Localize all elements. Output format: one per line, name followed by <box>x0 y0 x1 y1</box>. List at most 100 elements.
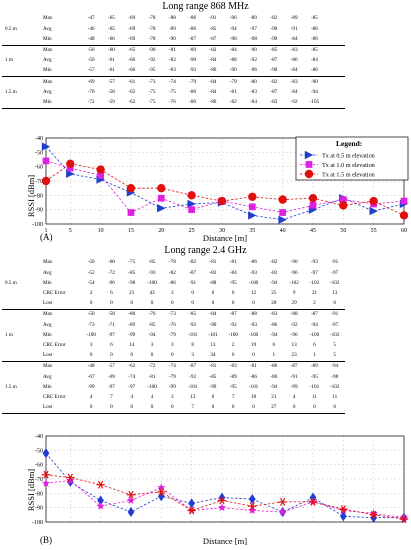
chart-a-plot: RSSI [dBm] Distance [m] (A) -40 -50 -60 -70… <box>26 136 409 243</box>
table-cell: -72 <box>81 97 102 109</box>
table-cell: -100 <box>248 279 259 286</box>
table-cell: -83 <box>209 269 217 276</box>
table-cell: -87 <box>202 34 224 46</box>
table-cell: -83 <box>290 78 298 85</box>
x-tick-label: 45 <box>310 228 316 234</box>
table-cell: -86 <box>202 65 224 78</box>
y-tick-label: -80 <box>35 491 43 497</box>
table-cell: -101 <box>208 331 218 338</box>
x-tick-label: 15 <box>128 228 134 234</box>
table-cell: -66 <box>128 57 136 64</box>
table-cell: 13 <box>291 341 297 348</box>
table-cell: 2 <box>89 290 93 297</box>
table-cell: -92 <box>250 57 257 64</box>
data-point <box>369 196 378 206</box>
data-point <box>42 448 50 459</box>
table-cell: -98 <box>223 34 244 46</box>
table-cell: -83 <box>270 311 278 318</box>
data-point <box>308 194 318 203</box>
row-label: Avg <box>43 373 52 380</box>
table-cell <box>324 97 345 109</box>
table-cell: -75 <box>128 259 136 266</box>
table-cell: -91 <box>189 279 197 286</box>
table-cell: 25 <box>271 290 277 297</box>
chart-grid <box>45 435 405 523</box>
table-row: CRC Error 2 6 21 43 3 0 0 0 12 25 9 21 13 <box>2 289 345 299</box>
table-cell: -87 <box>182 34 203 46</box>
table-cell: -96 <box>290 269 298 276</box>
table-cell: 0 <box>121 402 142 414</box>
table-cell <box>325 87 345 97</box>
table-cell: -81 <box>209 363 217 370</box>
table-cell: 0 <box>101 298 122 310</box>
table-cell: -86 <box>290 57 298 64</box>
table-cell: -92 <box>290 321 298 328</box>
table-cell: -102 <box>309 279 320 286</box>
chart-a-legend: Legend: Tx at 0.5 m elevation Tx at 1.0 m… <box>295 136 409 181</box>
table-cell: -69 <box>87 78 95 85</box>
y-tick-label: -70 <box>35 179 43 185</box>
table-cell: -98 <box>331 373 339 380</box>
data-point <box>248 211 257 220</box>
table-cell: -95 <box>141 65 163 78</box>
y-tick-label: -50 <box>35 150 43 156</box>
table-cell: 4 <box>89 393 93 400</box>
table-cell: -69 <box>107 373 115 380</box>
table-cell: -99 <box>168 383 176 390</box>
table-cell: -85 <box>310 15 318 22</box>
table-cell: -78 <box>148 15 156 22</box>
data-point <box>339 511 347 522</box>
data-point <box>126 490 136 499</box>
row-label: Min <box>43 97 81 109</box>
table-cell: -88 <box>229 57 237 64</box>
table-cell: -84 <box>209 57 217 64</box>
table-cell: 5 <box>333 341 336 348</box>
table-cell: -91 <box>209 15 217 22</box>
table-cell: 43 <box>149 290 155 297</box>
table-cell: -81 <box>209 259 217 266</box>
data-point <box>187 191 196 200</box>
group-label <box>2 77 43 88</box>
table-cell: -50 <box>87 311 95 318</box>
table-cell: -61 <box>107 57 115 64</box>
data-point <box>187 199 196 209</box>
legend-label: Tx at 1.5 m elevation <box>322 171 375 178</box>
table-cell: -62 <box>128 363 136 370</box>
table-cell: -83 <box>263 97 284 109</box>
data-point <box>127 209 135 216</box>
table-cell: -75 <box>168 88 176 95</box>
table-cell: -87 <box>310 311 318 318</box>
table-cell: -50 <box>87 259 95 266</box>
table-cell: -95 <box>310 373 318 380</box>
table-cell: -65 <box>107 25 115 32</box>
table-cell: -87 <box>270 88 278 95</box>
table-cell: -100 <box>248 331 259 338</box>
group-label <box>2 65 43 78</box>
table-cell: -85 <box>189 311 197 318</box>
chart-b-stats-table: Max -50 -60 -75 -85 -78 -82 -81 -81 -86 -82 -90 -93 -… <box>2 258 345 414</box>
data-point <box>157 491 165 502</box>
data-point <box>188 498 195 509</box>
table-cell: -73 <box>148 78 156 85</box>
table-cell: -97 <box>331 321 339 328</box>
table-cell: -71 <box>107 321 115 328</box>
table-row: 0.5 m Min -54 -96 -98 -100 -86 -91 -88 -95 -100 -94… <box>2 278 345 288</box>
table-cell: -100 <box>228 331 238 338</box>
table-cell: -84 <box>290 88 298 95</box>
table-cell: 5 <box>324 350 345 362</box>
table-cell: -102 <box>289 279 299 286</box>
group-label <box>2 97 43 109</box>
table-cell: -69 <box>121 34 142 46</box>
table-cell: -87 <box>189 363 197 370</box>
data-point <box>41 176 51 186</box>
y-tick-label: -50 <box>35 448 43 454</box>
table-cell: -79 <box>229 78 237 85</box>
group-label <box>2 309 43 320</box>
table-cell: -102 <box>329 383 340 390</box>
table-cell: -81 <box>250 363 257 370</box>
group-label <box>2 350 43 362</box>
table-cell: -48 <box>87 363 95 370</box>
table-cell: -82 <box>270 259 278 266</box>
table-cell: -88 <box>209 279 217 286</box>
data-point <box>187 506 196 515</box>
